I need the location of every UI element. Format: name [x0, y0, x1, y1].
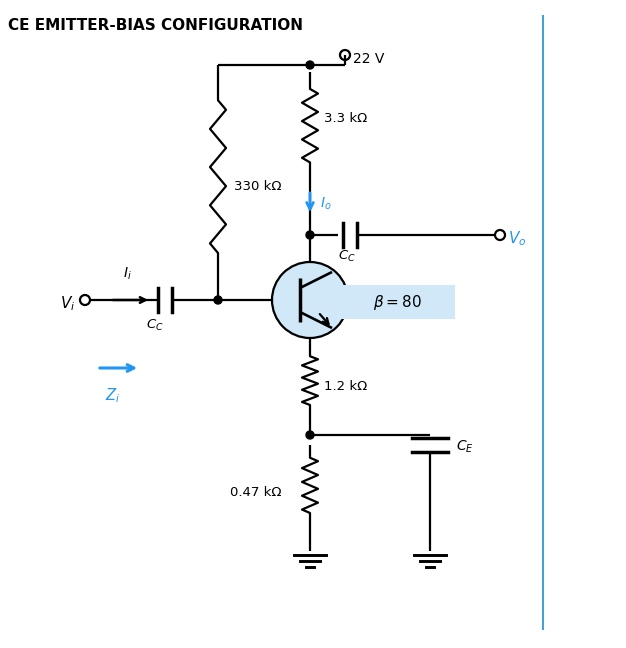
Text: $C_C$: $C_C$ — [338, 249, 356, 264]
Circle shape — [306, 231, 314, 239]
Text: $I_o$: $I_o$ — [320, 196, 332, 212]
Text: $V_o$: $V_o$ — [508, 229, 526, 248]
Text: 0.47 kΩ: 0.47 kΩ — [230, 485, 282, 498]
Circle shape — [272, 262, 348, 338]
Text: CE EMITTER-BIAS CONFIGURATION: CE EMITTER-BIAS CONFIGURATION — [8, 18, 303, 33]
Text: $C_E$: $C_E$ — [456, 439, 474, 455]
Text: $I_i$: $I_i$ — [123, 266, 131, 282]
FancyBboxPatch shape — [340, 285, 455, 319]
Text: $V_i$: $V_i$ — [59, 295, 75, 314]
Text: $\beta = 80$: $\beta = 80$ — [373, 292, 422, 312]
Text: 1.2 kΩ: 1.2 kΩ — [324, 380, 367, 393]
Circle shape — [306, 431, 314, 439]
Text: $C_C$: $C_C$ — [146, 318, 164, 333]
Circle shape — [214, 296, 222, 304]
Text: $Z_i$: $Z_i$ — [105, 386, 120, 405]
Text: 3.3 kΩ: 3.3 kΩ — [324, 111, 367, 124]
Circle shape — [306, 61, 314, 69]
Text: 330 kΩ: 330 kΩ — [234, 181, 282, 194]
Text: 22 V: 22 V — [353, 52, 384, 66]
